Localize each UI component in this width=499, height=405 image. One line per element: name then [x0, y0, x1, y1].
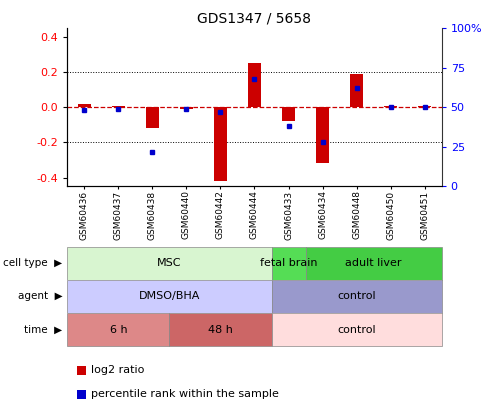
- Text: cell type  ▶: cell type ▶: [3, 258, 62, 268]
- Text: MSC: MSC: [157, 258, 182, 268]
- Text: fetal brain: fetal brain: [260, 258, 317, 268]
- Bar: [67, 280, 271, 313]
- Bar: [271, 280, 442, 313]
- Text: log2 ratio: log2 ratio: [91, 365, 145, 375]
- Title: GDS1347 / 5658: GDS1347 / 5658: [198, 12, 311, 26]
- Text: time  ▶: time ▶: [24, 325, 62, 335]
- Bar: [180, 107, 193, 109]
- Bar: [271, 313, 442, 346]
- Bar: [67, 247, 271, 280]
- Bar: [305, 247, 442, 280]
- Bar: [146, 107, 159, 128]
- Bar: [384, 106, 397, 107]
- Bar: [282, 107, 295, 122]
- Text: DMSO/BHA: DMSO/BHA: [139, 292, 200, 301]
- Bar: [67, 313, 170, 346]
- Text: control: control: [337, 292, 376, 301]
- Text: 48 h: 48 h: [208, 325, 233, 335]
- Bar: [418, 106, 432, 107]
- Bar: [248, 64, 261, 107]
- Bar: [214, 107, 227, 181]
- Bar: [350, 74, 363, 107]
- Bar: [77, 104, 91, 107]
- Text: control: control: [337, 325, 376, 335]
- Text: percentile rank within the sample: percentile rank within the sample: [91, 390, 279, 399]
- Text: adult liver: adult liver: [345, 258, 402, 268]
- Bar: [271, 247, 305, 280]
- Text: 6 h: 6 h: [110, 325, 127, 335]
- Bar: [316, 107, 329, 164]
- Bar: [112, 106, 125, 107]
- Bar: [170, 313, 271, 346]
- Text: agent  ▶: agent ▶: [18, 292, 62, 301]
